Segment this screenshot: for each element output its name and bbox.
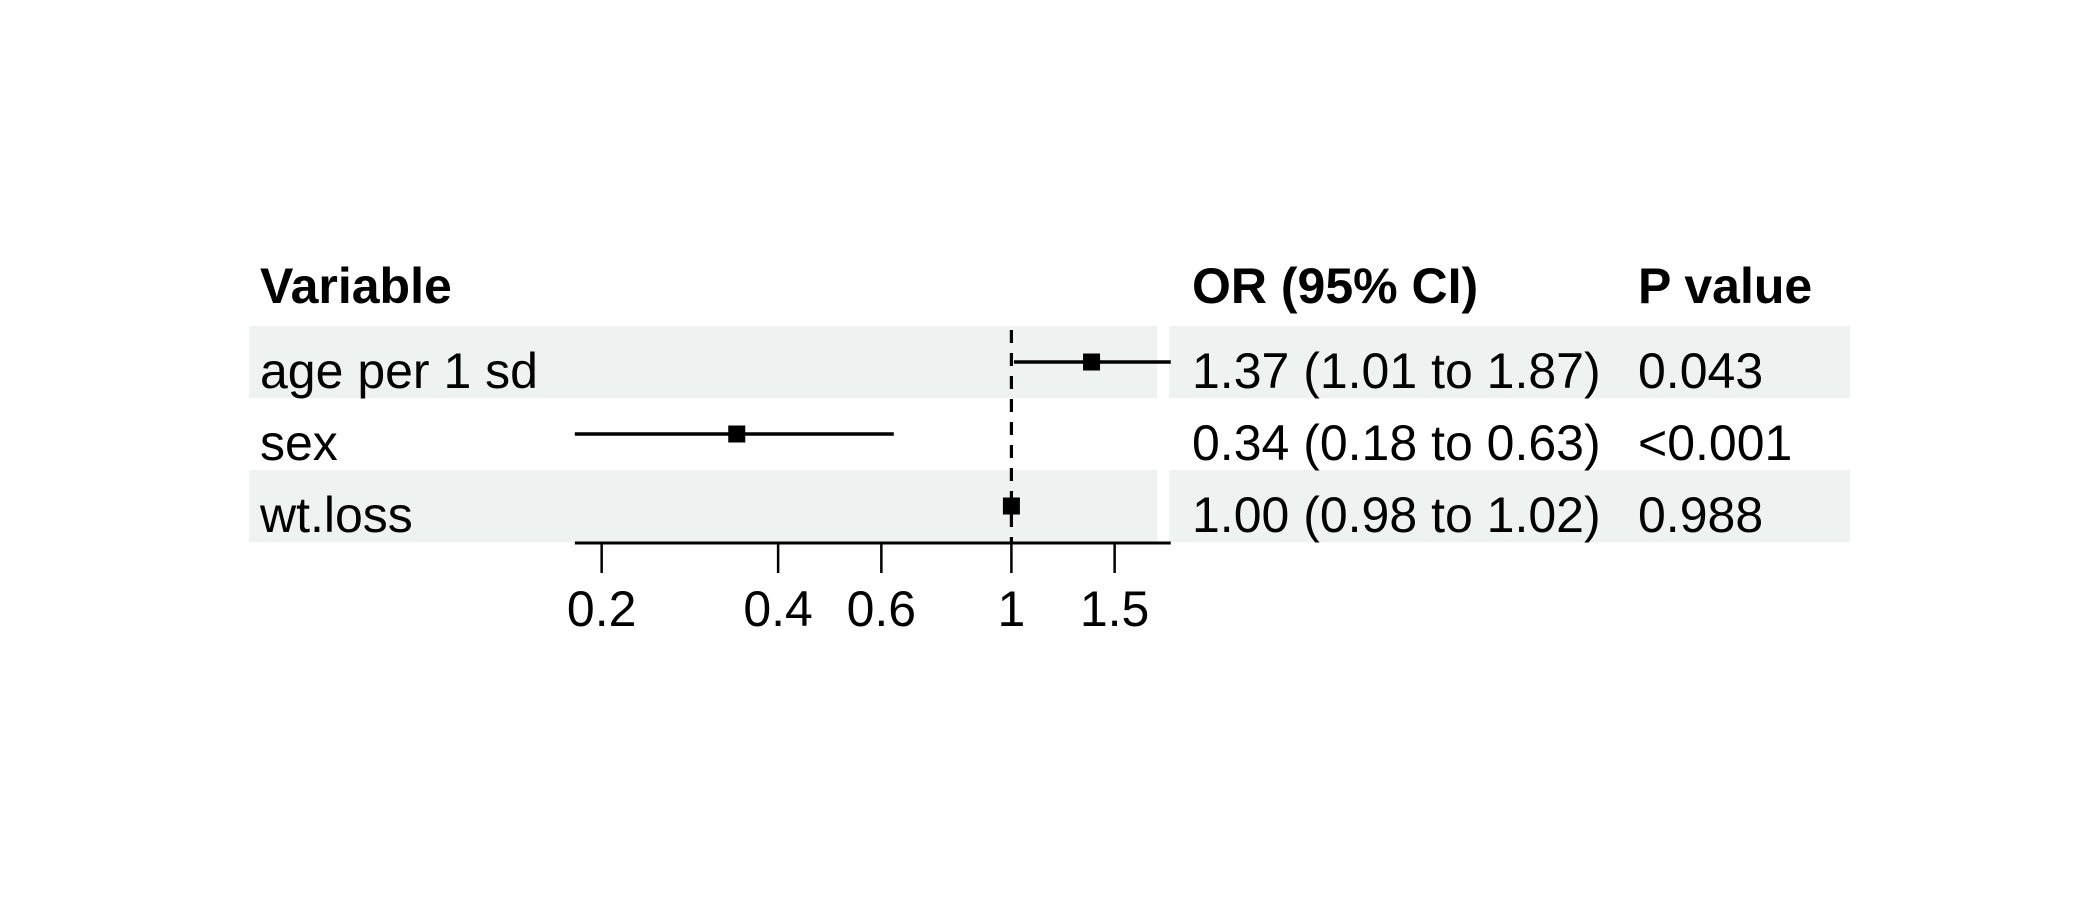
x-tick-label: 0.4 xyxy=(743,581,813,637)
row-variable-label: sex xyxy=(260,415,338,471)
row-or-ci-value: 1.37 (1.01 to 1.87) xyxy=(1192,343,1601,399)
row-or-ci-value: 0.34 (0.18 to 0.63) xyxy=(1192,415,1601,471)
column-header-p-value: P value xyxy=(1638,258,1813,314)
ci-marker xyxy=(1002,497,1020,515)
row-p-value: 0.043 xyxy=(1638,343,1764,399)
x-tick-label: 0.2 xyxy=(567,581,637,637)
x-tick-label: 0.6 xyxy=(847,581,917,637)
row-p-value: <0.001 xyxy=(1638,415,1793,471)
row-variable-label: wt.loss xyxy=(260,487,413,543)
row-variable-label: age per 1 sd xyxy=(260,343,538,399)
column-gap xyxy=(1157,326,1169,542)
ci-marker xyxy=(1083,353,1101,371)
row-p-value: 0.988 xyxy=(1638,487,1764,543)
ci-marker xyxy=(728,425,746,443)
row-or-ci-value: 1.00 (0.98 to 1.02) xyxy=(1192,487,1601,543)
row-band-shaded xyxy=(249,470,1850,542)
x-tick-label: 1.5 xyxy=(1080,581,1150,637)
column-header-or-ci: OR (95% CI) xyxy=(1192,258,1479,314)
column-header-variable: Variable xyxy=(260,258,452,314)
x-tick-label: 1 xyxy=(997,581,1025,637)
